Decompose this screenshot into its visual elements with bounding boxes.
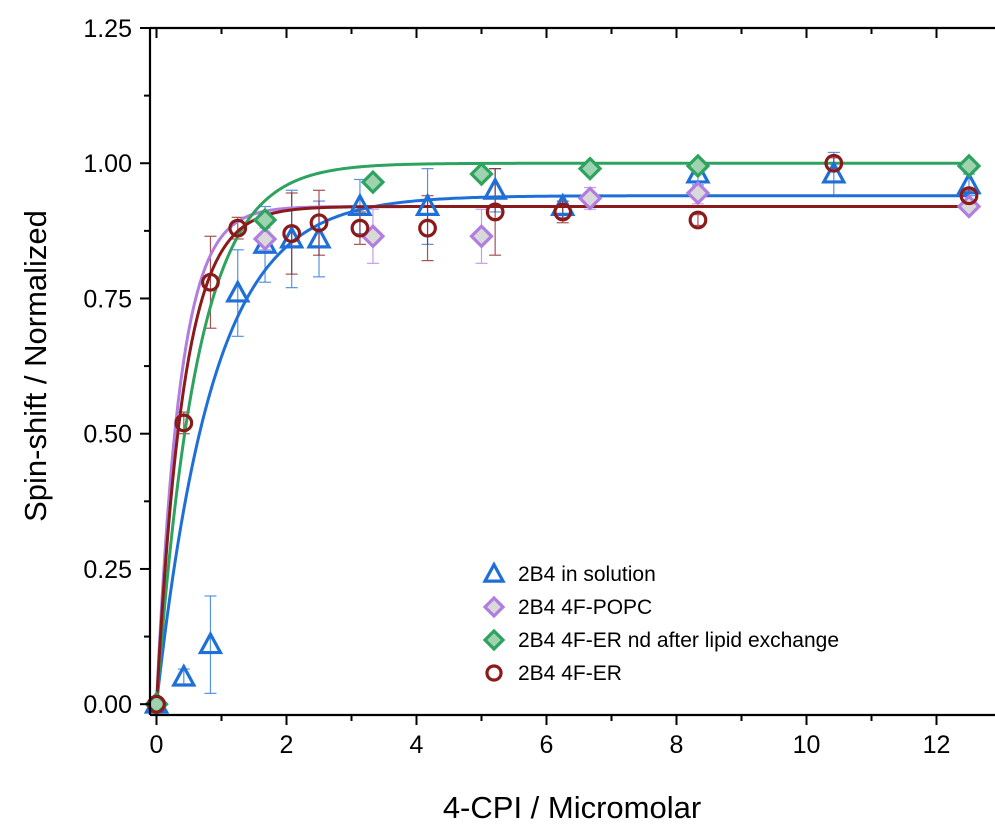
legend-label: 2B4 in solution <box>518 563 656 586</box>
data-point-1 <box>469 224 494 249</box>
data-point-2 <box>469 161 494 187</box>
y-tick-label: 0.25 <box>83 556 132 584</box>
data-point-3 <box>688 210 708 230</box>
data-point-3 <box>282 224 302 243</box>
x-tick-label: 6 <box>540 731 554 759</box>
legend: 2B4 in solution 2B4 4F-POPC 2B4 4F-ER nd a… <box>482 561 839 685</box>
data-markers <box>143 153 982 717</box>
data-point-3 <box>824 153 844 173</box>
data-point-0 <box>482 176 508 200</box>
data-point-3 <box>485 202 505 222</box>
fit-curve-0 <box>155 194 969 705</box>
data-point-1 <box>360 224 386 249</box>
data-point-3 <box>418 218 437 238</box>
data-point-0 <box>956 171 982 195</box>
data-point-3 <box>201 272 220 292</box>
x-tick-label: 12 <box>923 731 951 759</box>
data-point-1 <box>577 186 603 211</box>
data-point-3 <box>553 202 573 222</box>
fit-curve-2 <box>155 161 969 705</box>
data-point-0 <box>414 192 441 216</box>
legend-entry: 2B4 in solution <box>482 561 656 586</box>
data-point-2 <box>685 153 711 179</box>
data-point-3 <box>174 413 194 433</box>
data-point-0 <box>197 630 224 655</box>
x-tick-label: 2 <box>280 731 294 759</box>
legend-marker <box>482 628 506 652</box>
data-point-3 <box>228 218 248 238</box>
fit-curves <box>155 161 969 705</box>
axes: 0 2 4 6 8 10 12 0.00 0.25 0.50 0.75 1.00 1.25 <box>83 15 995 759</box>
legend-label: 2B4 4F-POPC <box>518 596 652 619</box>
legend-entry: 2B4 4F-ER <box>485 662 622 685</box>
error-bar <box>231 249 244 337</box>
data-point-3 <box>309 213 329 233</box>
legend-entry: 2B4 4F-ER nd after lipid exchange <box>482 628 839 652</box>
data-point-0 <box>306 225 332 249</box>
data-point-2 <box>577 156 603 181</box>
y-axis-title: Spin-shift / Normalized <box>18 210 53 522</box>
data-point-2 <box>252 207 278 233</box>
y-tick-label: 1.00 <box>83 150 132 178</box>
y-tick-label: 1.25 <box>83 15 132 43</box>
error-bar <box>204 595 217 694</box>
data-point-0 <box>821 160 847 184</box>
data-point-3 <box>959 186 979 206</box>
data-point-0 <box>347 192 373 216</box>
x-tick-label: 10 <box>793 731 821 759</box>
data-point-1 <box>252 226 278 252</box>
fit-curve-3 <box>155 205 969 705</box>
x-axis-title: 4-CPI / Micromolar <box>443 790 701 825</box>
x-tick-label: 0 <box>150 731 164 759</box>
legend-marker <box>482 595 506 619</box>
data-point-3 <box>350 218 370 238</box>
data-point-1 <box>685 180 711 206</box>
data-point-0 <box>225 279 251 303</box>
legend-marker <box>485 664 503 682</box>
y-tick-label: 0.75 <box>83 285 132 313</box>
error-bar <box>691 214 704 227</box>
legend-marker <box>482 561 506 583</box>
legend-label: 2B4 4F-ER nd after lipid exchange <box>518 629 839 652</box>
data-point-0 <box>171 663 197 687</box>
error-bar <box>204 235 217 329</box>
y-tick-label: 0.00 <box>83 691 132 719</box>
legend-entry: 2B4 4F-POPC <box>482 595 652 619</box>
x-tick-label: 4 <box>410 731 424 759</box>
legend-label: 2B4 4F-ER <box>518 662 622 685</box>
x-tick-label: 8 <box>670 731 684 759</box>
data-point-2 <box>360 169 386 195</box>
y-tick-label: 0.50 <box>83 421 132 449</box>
data-point-2 <box>956 153 982 179</box>
